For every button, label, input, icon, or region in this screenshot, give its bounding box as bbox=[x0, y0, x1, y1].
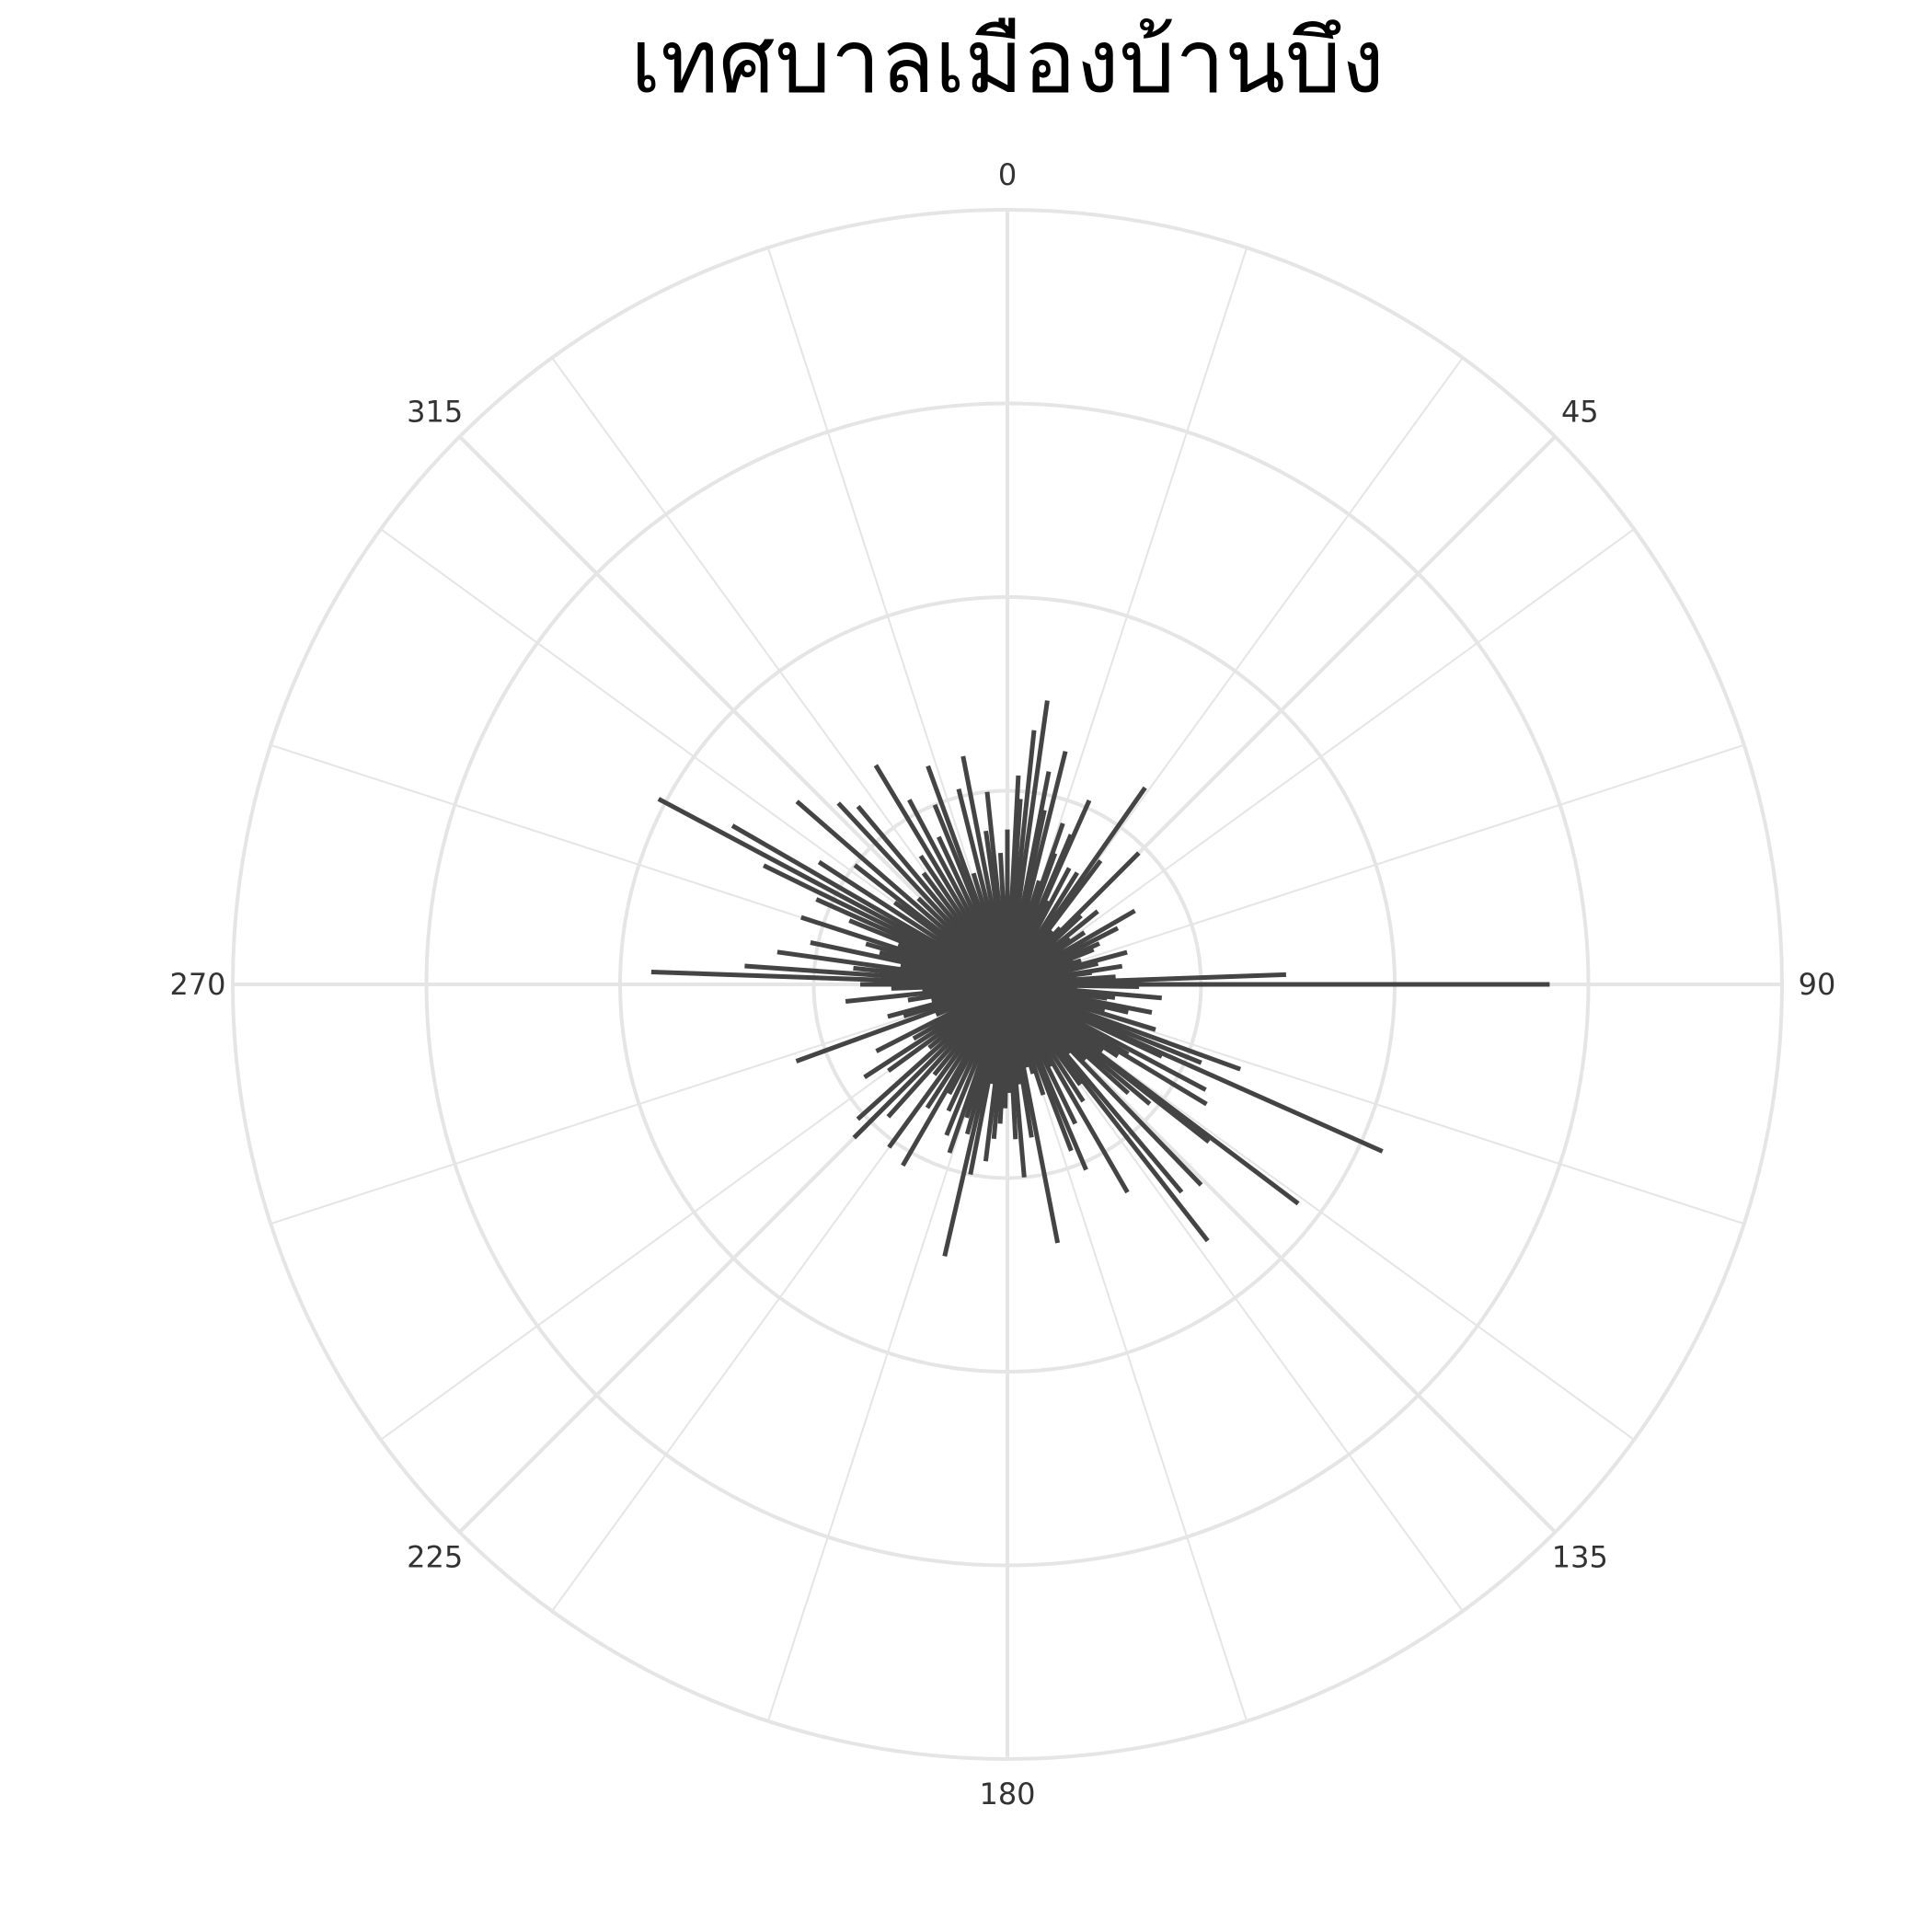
angular-tick-label: 90 bbox=[1799, 967, 1836, 1002]
bar-series bbox=[650, 700, 1550, 1257]
angular-tick-label: 135 bbox=[1552, 1539, 1608, 1574]
bar bbox=[1005, 700, 1050, 985]
angular-tick-labels: 0 45 90 135 180 225 270 315 bbox=[169, 157, 1835, 1811]
bar bbox=[730, 823, 1009, 987]
angular-tick-label: 270 bbox=[169, 967, 225, 1002]
chart-title: เทศบาลเมืองบ้านบึง bbox=[630, 10, 1385, 113]
circular-gridline bbox=[424, 401, 1591, 1568]
angular-tick-label: 225 bbox=[407, 1539, 463, 1574]
bar bbox=[795, 799, 1009, 986]
center-hub bbox=[985, 962, 1029, 1006]
circular-gridline bbox=[231, 208, 1784, 1761]
angular-tick-label: 315 bbox=[407, 395, 463, 430]
angular-tick-label: 45 bbox=[1561, 395, 1599, 430]
angular-tick-label: 0 bbox=[998, 157, 1017, 192]
angular-tick-label: 180 bbox=[979, 1777, 1035, 1811]
